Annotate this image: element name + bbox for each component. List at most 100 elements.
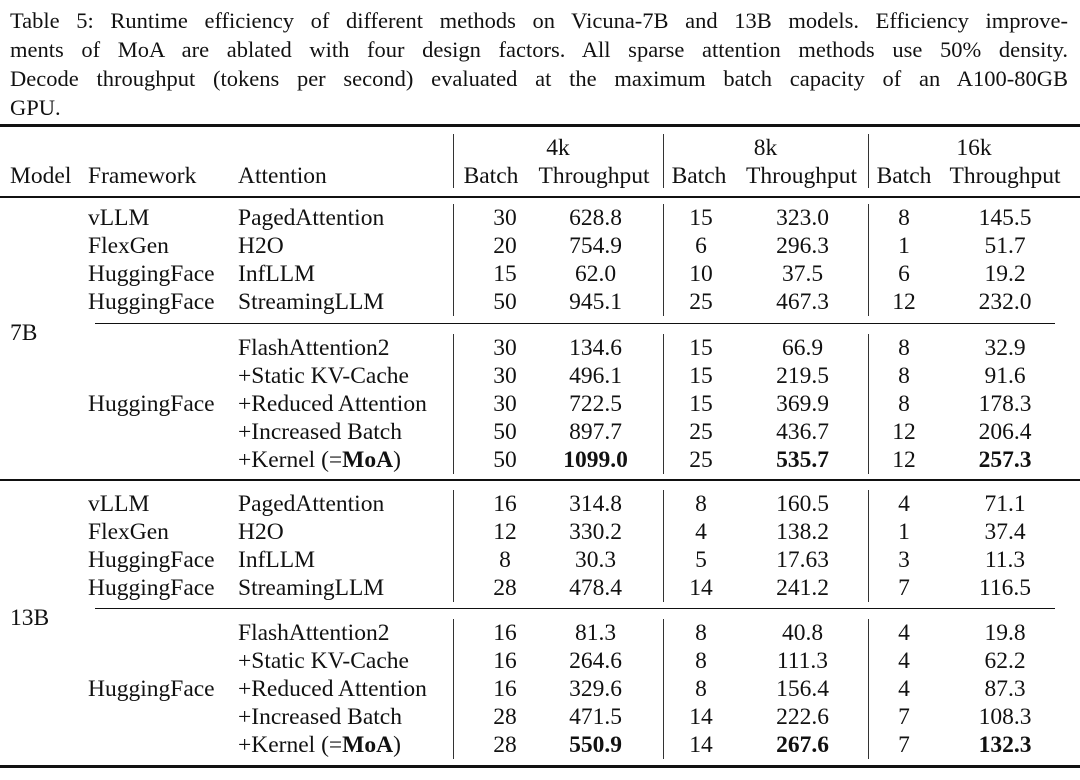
batch-cell: 12 <box>493 519 517 545</box>
model-label: 7B <box>10 320 38 346</box>
batch-header: Batch <box>671 163 727 189</box>
batch-cell: 10 <box>689 261 713 287</box>
batch-cell: 25 <box>689 289 713 315</box>
attention-cell: StreamingLLM <box>238 574 384 602</box>
column-divider <box>868 204 870 316</box>
batch-cell: 15 <box>689 363 713 389</box>
attention-text: StreamingLLM <box>238 289 385 315</box>
batch-cell: 7 <box>898 575 910 601</box>
attention-text: +Reduced Attention <box>238 676 427 702</box>
batch-cell: 8 <box>695 676 707 702</box>
batch-cell: 12 <box>892 447 916 473</box>
batch-cell: 4 <box>695 519 707 545</box>
batch-cell: 8 <box>898 363 910 389</box>
throughput-cell: 66.9 <box>781 335 824 361</box>
framework-cell: HuggingFace <box>88 575 215 601</box>
batch-cell: 12 <box>892 419 916 445</box>
throughput-cell: 71.1 <box>984 491 1026 517</box>
throughput-cell: 471.5 <box>569 704 622 730</box>
throughput-cell: 37.5 <box>781 261 824 287</box>
throughput-cell: 722.5 <box>569 391 622 417</box>
attention-text: +Reduced Attention <box>238 391 427 417</box>
framework-cell: FlexGen <box>88 519 169 545</box>
throughput-cell: 329.6 <box>569 676 622 702</box>
attention-cell: PagedAttention <box>238 204 384 232</box>
throughput-cell: 369.9 <box>776 391 829 417</box>
batch-cell: 14 <box>689 575 713 601</box>
batch-cell: 30 <box>493 335 517 361</box>
attention-text: PagedAttention <box>238 491 385 517</box>
top-rule <box>0 124 1080 127</box>
throughput-cell: 478.4 <box>569 575 622 601</box>
throughput-cell: 30.3 <box>574 547 617 573</box>
throughput-cell: 156.4 <box>776 676 829 702</box>
throughput-cell: 314.8 <box>569 491 622 517</box>
throughput-cell: 535.7 <box>776 447 829 473</box>
column-divider <box>663 490 665 602</box>
attention-header: Attention <box>238 163 327 189</box>
caption-line: Table 5: Runtime efficiency of different… <box>10 8 1068 33</box>
throughput-cell: 111.3 <box>776 648 829 674</box>
column-divider <box>868 134 870 188</box>
throughput-cell: 897.7 <box>569 419 622 445</box>
throughput-cell: 62.2 <box>984 648 1026 674</box>
batch-cell: 6 <box>898 261 910 287</box>
framework-cell: HuggingFace <box>88 391 215 417</box>
attention-text: H2O <box>238 233 284 259</box>
attention-text: +Kernel (= <box>238 447 343 473</box>
batch-cell: 7 <box>898 704 910 730</box>
throughput-cell: 1099.0 <box>563 447 628 473</box>
batch-cell: 1 <box>898 519 910 545</box>
batch-cell: 14 <box>689 704 713 730</box>
throughput-cell: 219.5 <box>776 363 829 389</box>
batch-cell: 50 <box>493 419 517 445</box>
batch-header: Batch <box>876 163 932 189</box>
section-midrule <box>95 323 1055 325</box>
attention-cell: +Increased Batch <box>238 703 402 731</box>
batch-cell: 4 <box>898 620 910 646</box>
header-rule <box>0 196 1080 198</box>
batch-cell: 16 <box>493 676 517 702</box>
throughput-cell: 19.2 <box>984 261 1026 287</box>
batch-cell: 8 <box>898 205 910 231</box>
throughput-cell: 145.5 <box>978 205 1032 231</box>
column-divider <box>868 334 870 474</box>
attention-cell: +Reduced Attention <box>238 390 427 418</box>
framework-cell: HuggingFace <box>88 547 215 573</box>
batch-cell: 8 <box>695 620 707 646</box>
throughput-cell: 267.6 <box>776 732 829 758</box>
batch-cell: 15 <box>493 261 517 287</box>
throughput-cell: 17.63 <box>776 547 829 573</box>
throughput-cell: 496.1 <box>569 363 622 389</box>
attention-cell: +Static KV-Cache <box>238 362 409 390</box>
attention-cell: H2O <box>238 232 284 260</box>
attention-cell: PagedAttention <box>238 490 384 518</box>
method-name-bold: MoA <box>342 447 394 473</box>
model-label: 13B <box>10 605 50 631</box>
attention-cell: InfLLM <box>238 260 315 288</box>
throughput-cell: 436.7 <box>776 419 829 445</box>
caption-line: ments of MoA are ablated with four desig… <box>10 37 1068 62</box>
batch-cell: 8 <box>695 648 707 674</box>
throughput-cell: 132.3 <box>978 732 1032 758</box>
attention-cell: +Increased Batch <box>238 418 402 446</box>
attention-cell: FlashAttention2 <box>238 334 389 362</box>
throughput-cell: 51.7 <box>984 233 1026 259</box>
column-divider <box>453 490 455 602</box>
batch-cell: 8 <box>898 335 910 361</box>
throughput-cell: 550.9 <box>569 732 622 758</box>
column-divider <box>663 134 665 188</box>
column-divider <box>453 204 455 316</box>
batch-cell: 16 <box>493 648 517 674</box>
throughput-cell: 467.3 <box>776 289 829 315</box>
batch-cell: 12 <box>892 289 916 315</box>
throughput-cell: 134.6 <box>569 335 622 361</box>
throughput-cell: 116.5 <box>978 575 1031 601</box>
batch-cell: 8 <box>499 547 511 573</box>
throughput-cell: 37.4 <box>984 519 1026 545</box>
attention-text: H2O <box>238 519 284 545</box>
attention-cell: H2O <box>238 518 284 546</box>
batch-cell: 14 <box>689 732 713 758</box>
batch-cell: 30 <box>493 391 517 417</box>
attention-cell: +Kernel (=MoA) <box>238 446 401 474</box>
